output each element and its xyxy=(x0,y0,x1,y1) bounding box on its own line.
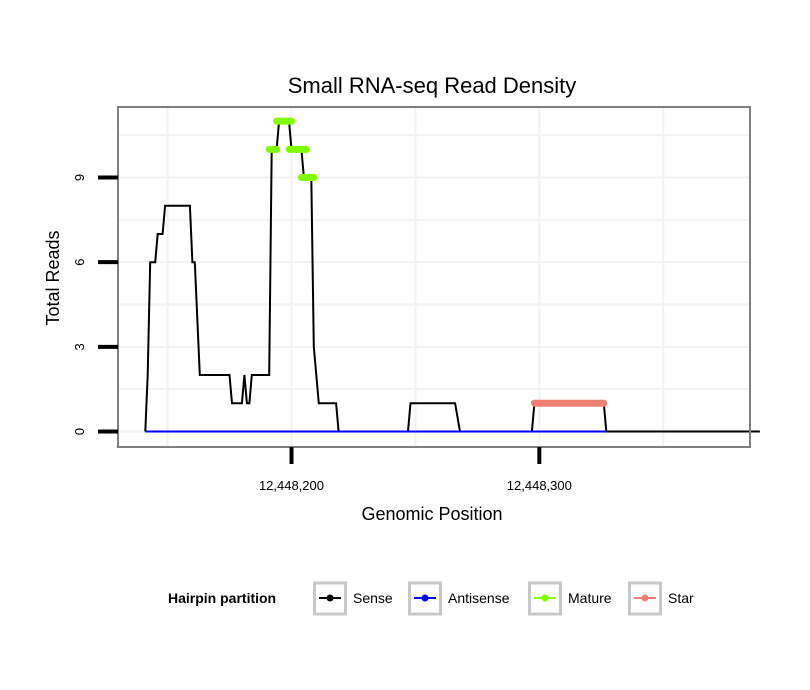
legend-key-dot xyxy=(326,594,334,602)
legend-label-sense: Sense xyxy=(353,590,393,606)
legend-label-star: Star xyxy=(668,590,694,606)
series-layer xyxy=(144,117,760,433)
legend-title: Hairpin partition xyxy=(168,590,276,606)
x-axis-label: Genomic Position xyxy=(361,504,502,524)
y-tick-label: 3 xyxy=(72,343,87,350)
x-tick-label: 12,448,300 xyxy=(507,478,572,493)
x-tick-label: 12,448,200 xyxy=(259,478,324,493)
y-axis-label: Total Reads xyxy=(43,230,63,325)
plot-border xyxy=(117,106,751,448)
y-tick-label: 0 xyxy=(72,428,87,435)
y-tick-label: 6 xyxy=(72,259,87,266)
legend-key-dot xyxy=(541,594,549,602)
chart-title: Small RNA-seq Read Density xyxy=(288,73,577,98)
y-tick-label: 9 xyxy=(72,174,87,181)
legend-key-dot xyxy=(641,594,649,602)
legend: Hairpin partition Sense Antisense Mature St… xyxy=(168,581,694,616)
axes: 12,448,200 12,448,300 0 3 6 9 xyxy=(72,174,572,493)
legend-label-mature: Mature xyxy=(568,590,612,606)
plot-panel xyxy=(118,107,750,447)
legend-key-dot xyxy=(421,594,429,602)
legend-label-antisense: Antisense xyxy=(448,590,510,606)
